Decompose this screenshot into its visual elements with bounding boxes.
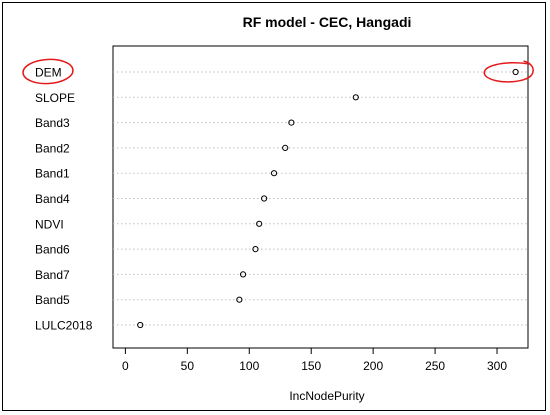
highlight-annotations	[22, 58, 534, 85]
x-tick-label-200: 200	[363, 359, 383, 373]
data-point-slope	[352, 94, 359, 101]
data-point-band6	[252, 246, 259, 253]
figure-frame	[2, 2, 546, 411]
category-label-band2: Band2	[35, 141, 70, 155]
data-point-dem	[512, 68, 519, 76]
x-axis: 0 50 100 150 200 250 300	[122, 347, 507, 373]
data-point-band5	[236, 296, 243, 303]
data-points	[137, 68, 519, 329]
data-point-band2	[282, 144, 289, 151]
chart-title: RF model - CEC, Hangadi	[243, 14, 412, 30]
category-label-slope: SLOPE	[35, 91, 75, 105]
category-label-ndvi: NDVI	[35, 217, 64, 231]
category-label-lulc2018: LULC2018	[35, 319, 93, 333]
x-tick-label-150: 150	[301, 359, 321, 373]
highlight-circle-label	[22, 58, 74, 85]
x-tick-label-300: 300	[487, 359, 507, 373]
x-tick-label-0: 0	[122, 359, 129, 373]
x-axis-label: IncNodePurity	[289, 389, 364, 403]
highlight-circle-point	[483, 60, 534, 83]
category-label-band1: Band1	[35, 167, 70, 181]
data-point-band4	[261, 195, 268, 202]
plot-area-box	[112, 45, 529, 349]
category-labels: DEM SLOPE Band3 Band2 Band1 Band4 NDVI Band6 Ban…	[35, 66, 93, 333]
category-label-band7: Band7	[35, 268, 70, 282]
data-point-band7	[239, 271, 247, 278]
category-label-band4: Band4	[35, 192, 70, 206]
grid-lines	[113, 71, 528, 326]
data-point-ndvi	[256, 220, 263, 227]
x-tick-label-100: 100	[239, 359, 259, 373]
data-point-band1	[270, 170, 278, 177]
category-label-dem: DEM	[35, 66, 62, 80]
data-point-lulc2018	[137, 321, 144, 329]
category-label-band6: Band6	[35, 243, 70, 257]
category-label-band5: Band5	[35, 293, 70, 307]
x-tick-label-50: 50	[181, 359, 195, 373]
category-label-band3: Band3	[35, 116, 70, 130]
x-tick-label-250: 250	[425, 359, 445, 373]
data-point-band3	[288, 119, 295, 126]
